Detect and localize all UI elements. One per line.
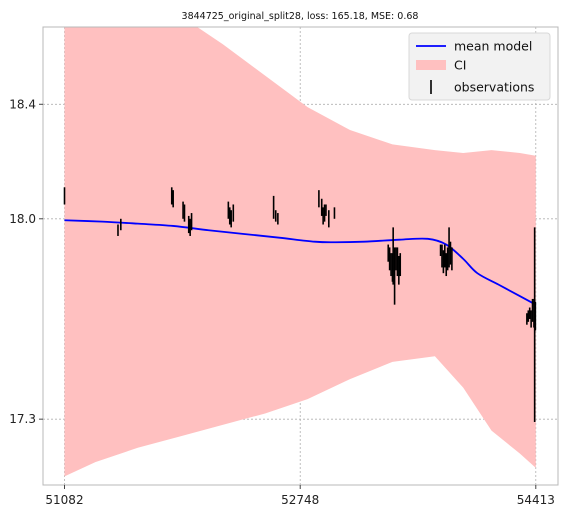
x-tick-label: 52748 <box>281 493 319 507</box>
ci-band <box>64 27 536 477</box>
data-layer <box>63 27 537 477</box>
x-tick-label: 51082 <box>45 493 83 507</box>
chart-title: 3844725_original_split28, loss: 165.18, … <box>182 11 419 22</box>
x-axis-ticks: 51082 52748 54413 <box>45 485 555 507</box>
legend: mean model CI observations <box>408 32 551 101</box>
legend-ci-swatch <box>416 60 446 70</box>
x-tick-label: 54413 <box>517 493 555 507</box>
legend-ci-label: CI <box>454 58 466 73</box>
y-tick-label: 17.3 <box>9 412 36 426</box>
y-axis-ticks: 17.3 18.0 18.4 <box>9 97 43 426</box>
mean-model-line <box>64 219 537 306</box>
y-tick-label: 18.4 <box>9 97 36 111</box>
y-tick-label: 18.0 <box>9 212 36 226</box>
legend-mean-model-label: mean model <box>454 39 532 54</box>
legend-observations-label: observations <box>454 80 534 95</box>
legend-box <box>408 32 551 101</box>
